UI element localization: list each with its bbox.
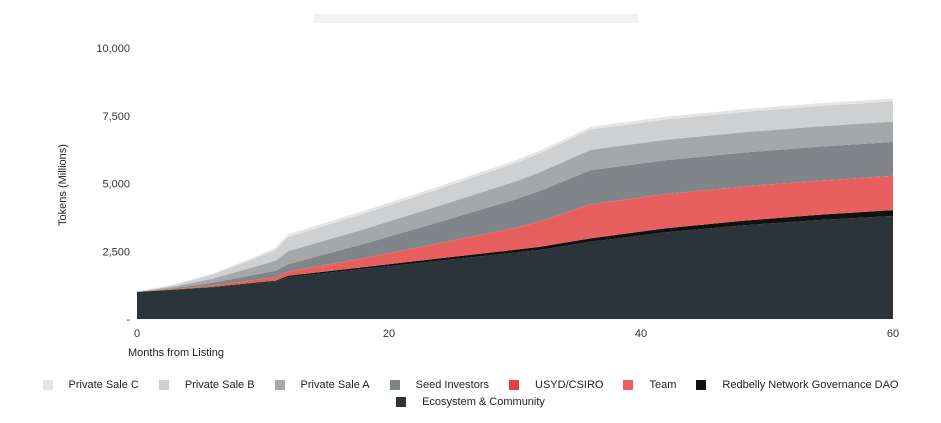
area-private-sale-b (137, 101, 893, 292)
legend-item: Ecosystem & Community (396, 396, 545, 408)
y-tick-label: 10,000 (96, 43, 130, 55)
y-axis-ticks: - 2,500 5,000 7,500 10,000 (96, 43, 130, 326)
legend-label: Team (649, 379, 677, 391)
header-placeholder-bar (314, 14, 638, 23)
chart-legend: Private Sale C Private Sale B Private Sale… (0, 379, 941, 413)
legend-swatch (509, 380, 520, 390)
stacked-area-chart: - 2,500 5,000 7,500 10,000 0 20 40 60 Tokens (M… (57, 43, 899, 359)
y-tick-label: 5,000 (102, 179, 130, 191)
area-ecosystem-community (137, 216, 893, 319)
legend-label: USYD/CSIRO (535, 379, 604, 391)
legend-swatch (696, 380, 707, 390)
area-team (137, 176, 893, 292)
legend-label: Private Sale C (68, 379, 139, 391)
legend-row: Ecosystem & Community (0, 396, 941, 408)
x-tick-label: 0 (134, 328, 140, 340)
legend-swatch (274, 380, 285, 390)
y-axis-label: Tokens (Millions) (57, 144, 69, 226)
legend-label: Private Sale B (184, 379, 255, 391)
legend-item: Team (623, 379, 676, 391)
legend-label: Private Sale A (300, 379, 370, 391)
x-tick-label: 60 (887, 328, 899, 340)
x-axis-ticks: 0 20 40 60 (134, 328, 899, 340)
legend-item: Private Sale B (158, 379, 255, 391)
legend-item: USYD/CSIRO (509, 379, 603, 391)
y-tick-label: 2,500 (102, 246, 130, 258)
legend-swatch (389, 380, 400, 390)
legend-item: Private Sale C (42, 379, 139, 391)
legend-item: Private Sale A (274, 379, 370, 391)
legend-swatch (42, 380, 53, 390)
x-axis-label: Months from Listing (128, 347, 224, 359)
area-redbelly-network-governance-dao (137, 210, 893, 292)
legend-label: Seed Investors (415, 379, 490, 391)
legend-item: Redbelly Network Governance DAO (696, 379, 898, 391)
area-private-sale-a (137, 121, 893, 292)
legend-item: Seed Investors (389, 379, 490, 391)
legend-swatch (623, 380, 634, 390)
legend-swatch (396, 397, 407, 407)
legend-row: Private Sale C Private Sale B Private Sale… (0, 379, 941, 391)
y-tick-label: - (126, 314, 130, 326)
legend-label: Redbelly Network Governance DAO (722, 379, 899, 391)
legend-label: Ecosystem & Community (422, 396, 545, 408)
area-series-group (137, 98, 893, 319)
y-tick-label: 7,500 (102, 111, 130, 123)
area-seed-investors (137, 141, 893, 292)
x-tick-label: 40 (635, 328, 647, 340)
x-tick-label: 20 (383, 328, 395, 340)
legend-swatch (158, 380, 169, 390)
